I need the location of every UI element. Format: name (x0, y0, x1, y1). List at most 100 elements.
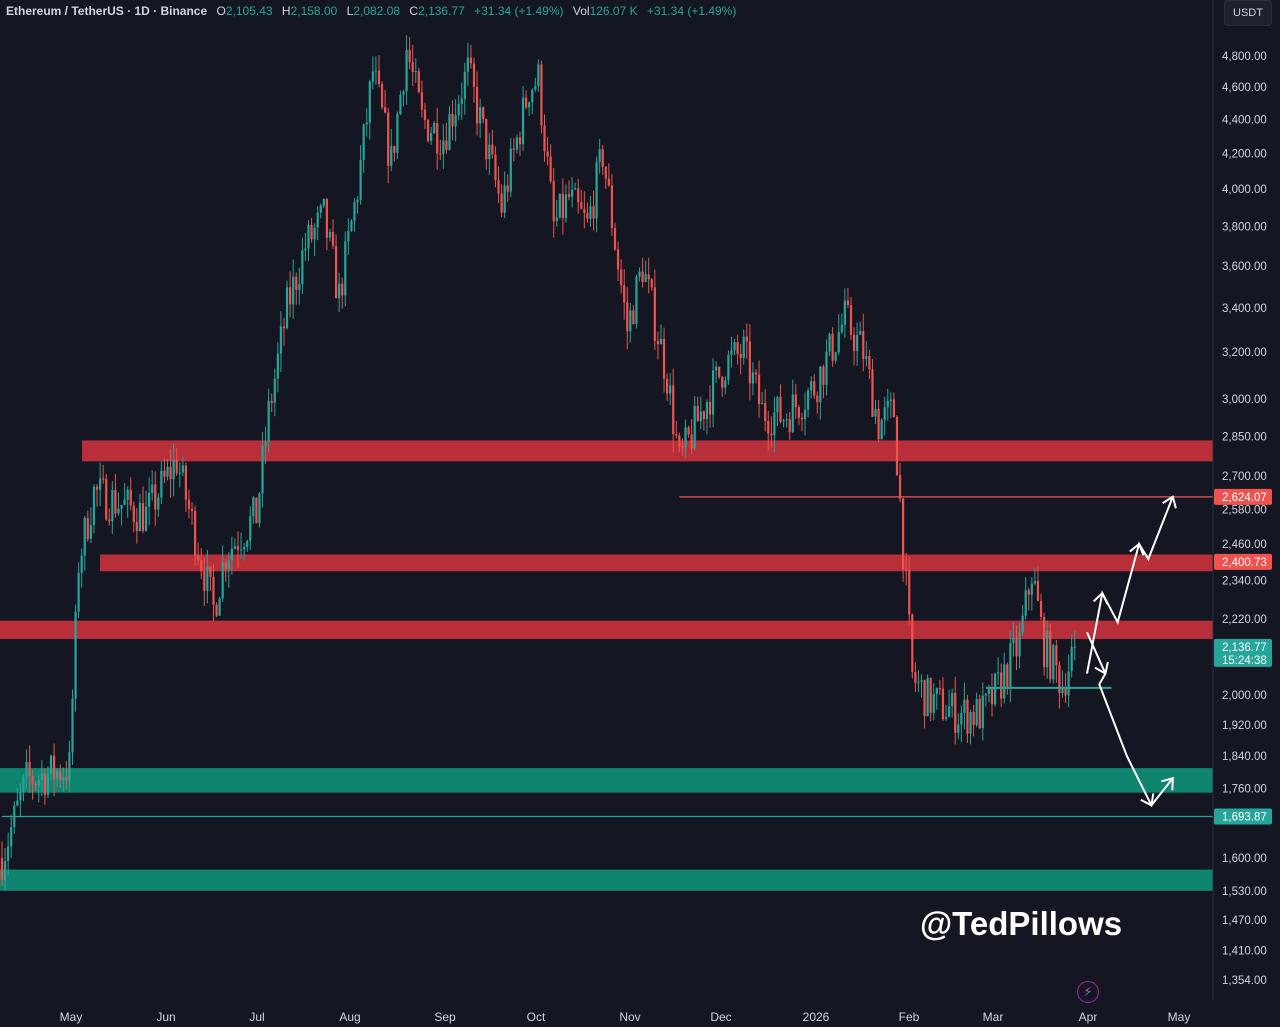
candle-body (997, 672, 1000, 674)
candle-body (53, 755, 56, 780)
candle-body (941, 688, 945, 720)
time-tick-label: May (60, 1010, 83, 1024)
candle-body (3, 861, 7, 881)
candle-body (528, 102, 531, 108)
high-value: 2,158.00 (290, 4, 338, 18)
author-watermark: @TedPillows (920, 905, 1123, 942)
candle-body (380, 84, 384, 108)
candle-body (1012, 637, 1015, 644)
price-tick-label: 1,840.00 (1222, 751, 1267, 763)
price-tick-label: 2,850.00 (1222, 432, 1267, 444)
candle-body (610, 185, 614, 229)
candle-body (1009, 643, 1012, 687)
candle-body (313, 227, 316, 240)
candle-body (56, 770, 59, 780)
candle-body (902, 498, 905, 569)
candle-body (951, 693, 954, 707)
candle-body (990, 687, 994, 705)
candle-body (555, 217, 558, 222)
candle-body (371, 71, 374, 82)
candle-body (120, 504, 123, 509)
time-tick-label: Mar (983, 1010, 1004, 1024)
candle-body (224, 562, 227, 570)
candle-body (457, 103, 460, 115)
candle-body (160, 470, 163, 498)
candle-body (497, 180, 500, 194)
candle-body (341, 283, 344, 296)
price-axis[interactable]: 4,800.00 4,600.00 4,400.00 4,200.00 4,000.00… (1222, 51, 1267, 987)
candle-body (233, 546, 237, 549)
candle-body (595, 162, 598, 219)
symbol-title[interactable]: Ethereum / TetherUS · 1D · Binance (6, 4, 208, 18)
candle-body (724, 380, 727, 388)
candle-body (626, 302, 629, 332)
candle-body (393, 146, 396, 153)
candle-body (669, 385, 672, 394)
candle-body (270, 400, 273, 403)
candle-body (350, 220, 353, 232)
low-label: L (346, 4, 354, 18)
candle-body (445, 140, 448, 150)
candle-body (399, 94, 402, 115)
time-tick-label: Oct (527, 1010, 546, 1024)
price-tick-label: 4,600.00 (1222, 82, 1267, 94)
candle-body (28, 761, 31, 777)
candle-body (561, 193, 564, 219)
zones-layer (0, 440, 1213, 891)
candle-body (736, 342, 739, 354)
candle-body (843, 300, 846, 325)
resistance-zone (100, 554, 1213, 572)
time-tick-label: Feb (899, 1010, 920, 1024)
candles-layer (0, 35, 1076, 891)
time-tick-label: Sep (434, 1010, 456, 1024)
candle-body (230, 548, 233, 561)
candle-body (954, 693, 957, 733)
bullish-arrowhead (1092, 591, 1109, 605)
candle-body (396, 114, 399, 153)
currency-button[interactable]: USDT (1224, 0, 1272, 26)
candle-body (546, 151, 549, 157)
candle-body (819, 366, 822, 403)
candle-body (436, 123, 439, 154)
candle-body (1000, 672, 1003, 699)
bearish-projection-path (1086, 631, 1174, 808)
candle-body (837, 331, 840, 353)
candle-body (788, 419, 791, 433)
candle-body (889, 399, 892, 401)
candle-body (166, 466, 169, 477)
candle-body (7, 846, 10, 862)
candle-body (969, 711, 972, 734)
candle-body (298, 284, 301, 290)
candle-body (365, 122, 368, 125)
candle-body (935, 688, 938, 695)
volume-label: Vol (572, 4, 590, 18)
candle-body (138, 502, 142, 531)
candle-body (803, 409, 807, 420)
candle-body (638, 271, 641, 277)
candle-body (868, 356, 871, 370)
candle-body (16, 800, 19, 806)
time-axis[interactable]: May Jun Jul Aug Sep Oct Nov Dec 2026 Feb Mar Apr May (60, 1010, 1191, 1024)
time-tick-label: 2026 (803, 1010, 830, 1024)
candle-body (206, 566, 209, 591)
candle-body (1018, 632, 1021, 657)
candle-body (862, 331, 865, 359)
candle-body (570, 189, 574, 197)
candle-body (666, 378, 669, 394)
high-label: H (281, 4, 291, 18)
close-label: C (409, 4, 419, 18)
candle-body (966, 699, 969, 734)
lightning-icon[interactable]: ⚡ (1077, 981, 1099, 1003)
price-tick-label: 1,470.00 (1222, 915, 1267, 927)
candle-body (776, 396, 779, 413)
time-tick-label: Apr (1079, 1010, 1098, 1024)
candle-body (494, 154, 497, 181)
candle-body (144, 506, 148, 531)
support-zone (0, 869, 1213, 891)
symbol-header: Ethereum / TetherUS · 1D · Binance O2,10… (6, 4, 736, 18)
candle-body (1003, 664, 1006, 699)
candle-body (62, 777, 65, 781)
candle-body (356, 200, 359, 203)
time-tick-label: Jun (156, 1010, 175, 1024)
